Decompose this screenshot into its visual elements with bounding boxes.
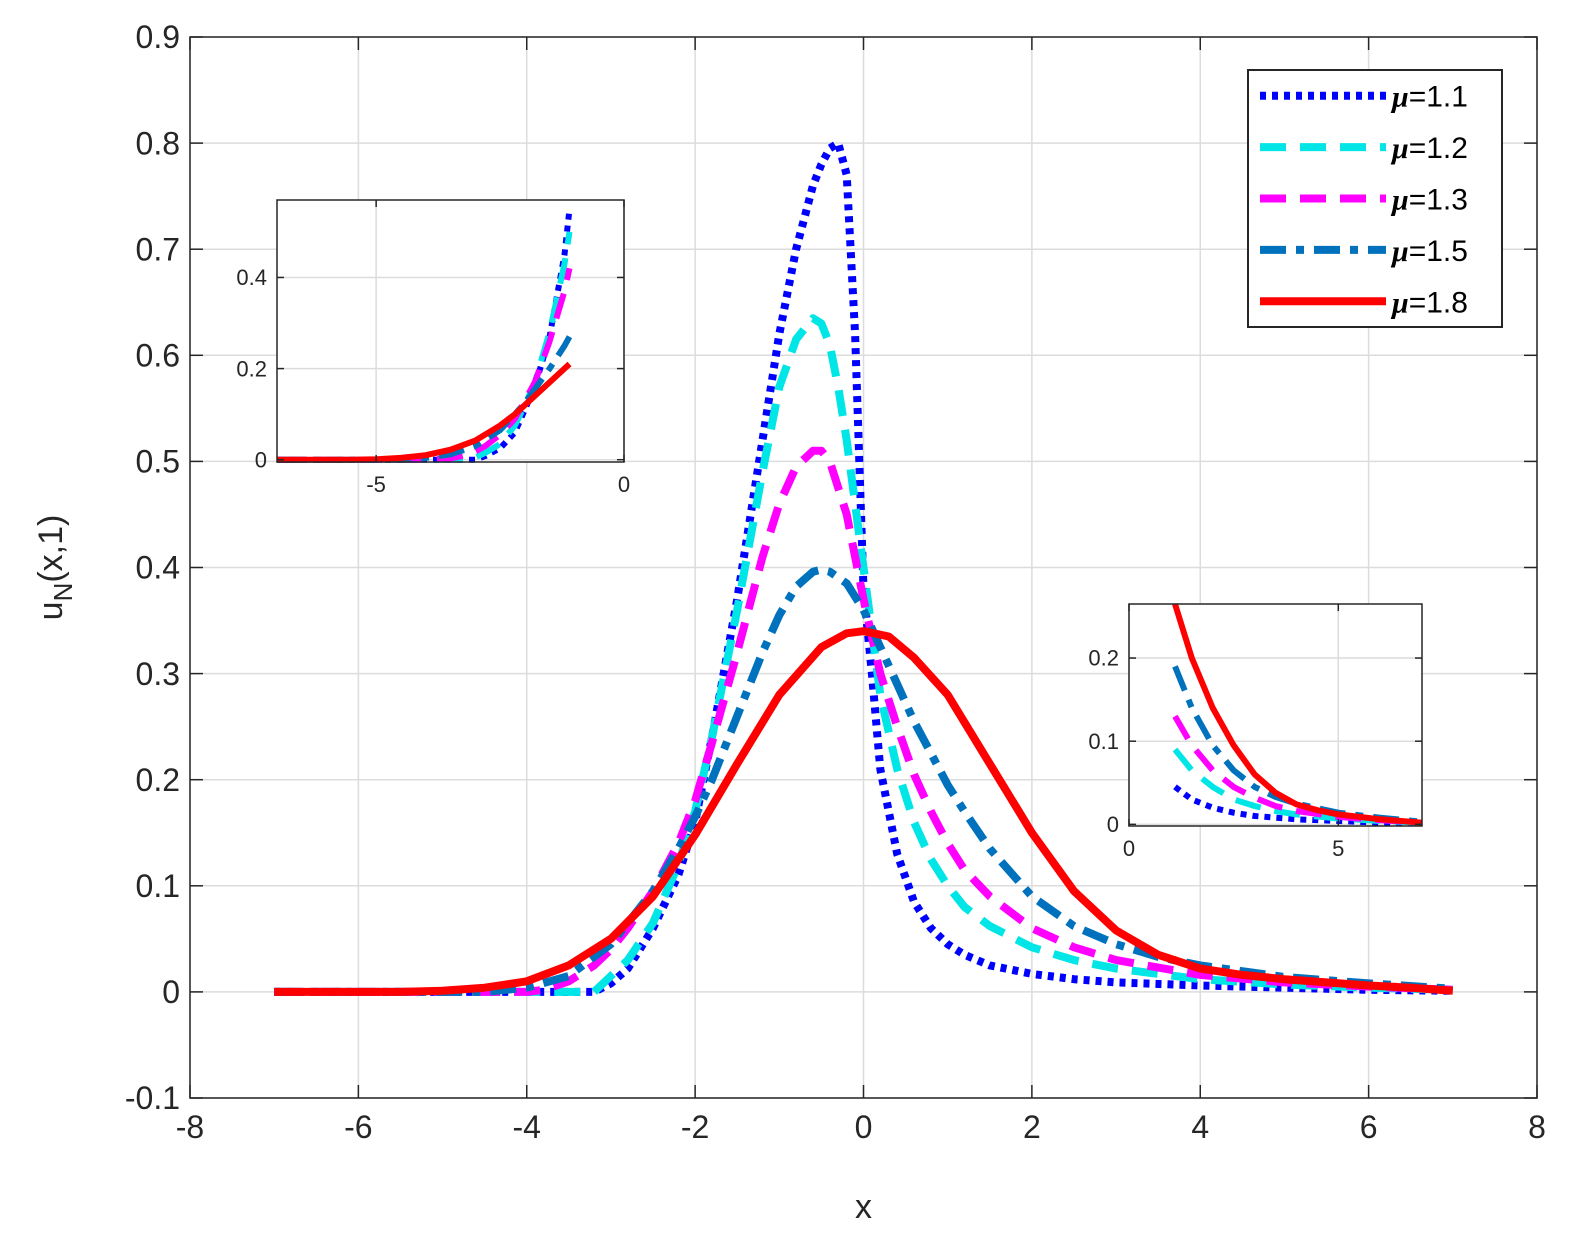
inset-left-series bbox=[277, 208, 573, 463]
legend-entry-label: μ=1.8 bbox=[1390, 286, 1468, 319]
legend-entry-label: μ=1.5 bbox=[1390, 235, 1468, 268]
inset-left-y-tick-label: 0.4 bbox=[236, 265, 267, 290]
legend-entry-label: μ=1.3 bbox=[1390, 184, 1468, 217]
legend: μ=1.1μ=1.2μ=1.3μ=1.5μ=1.8 bbox=[1247, 69, 1503, 328]
y-axis-label-args: (x,1) bbox=[32, 515, 70, 583]
main-x-tick-label: 6 bbox=[1360, 1109, 1378, 1145]
inset-right-x-tick-label: 5 bbox=[1332, 836, 1344, 861]
y-axis-label-sub: N bbox=[48, 583, 78, 602]
legend-box bbox=[1247, 69, 1503, 328]
main-y-tick-label: 0.8 bbox=[136, 125, 180, 161]
legend-mu-value: =1.3 bbox=[1409, 184, 1468, 217]
legend-mu-symbol: μ bbox=[1390, 81, 1409, 114]
inset-left-x-tick-label: 0 bbox=[618, 472, 630, 497]
inset-left-y-tick-label: 0.2 bbox=[236, 356, 267, 381]
inset-left-frame bbox=[276, 199, 625, 463]
main-x-tick-label: -2 bbox=[681, 1109, 709, 1145]
main-ticks bbox=[189, 36, 1538, 1099]
inset-left-plot-area bbox=[277, 200, 624, 462]
legend-entry-label: μ=1.1 bbox=[1390, 81, 1468, 114]
y-axis-label: uN(x,1) bbox=[32, 515, 78, 621]
inset-left: -5 0 0 0.2 0.4 bbox=[236, 199, 630, 497]
inset-right-series-line bbox=[1173, 784, 1423, 827]
x-axis-label: x bbox=[855, 1188, 872, 1226]
main-y-tick-label: 0 bbox=[162, 974, 180, 1010]
inset-right-y-tick-label: 0 bbox=[1107, 812, 1119, 837]
inset-left-tick-labels: -5 0 0 0.2 0.4 bbox=[236, 265, 630, 497]
inset-right-frame bbox=[1128, 603, 1423, 827]
legend-entry-label: μ=1.2 bbox=[1390, 132, 1468, 165]
main-series-line bbox=[274, 314, 1453, 996]
main-y-tick-label: 0.5 bbox=[136, 444, 180, 480]
main-series bbox=[274, 139, 1454, 996]
legend-mu-value: =1.2 bbox=[1409, 132, 1468, 165]
inset-left-x-tick-label: -5 bbox=[366, 472, 386, 497]
main-x-tick-label: -4 bbox=[513, 1109, 541, 1145]
main-y-tick-label: 0.3 bbox=[136, 656, 180, 692]
inset-left-series-line bbox=[277, 231, 573, 463]
inset-right-x-tick-label: 0 bbox=[1123, 836, 1135, 861]
main-series-line bbox=[274, 627, 1454, 996]
main-x-tick-label: -6 bbox=[344, 1109, 372, 1145]
inset-left-ticks bbox=[277, 200, 625, 462]
main-x-tick-label: -8 bbox=[176, 1109, 204, 1145]
legend-mu-symbol: μ bbox=[1390, 184, 1409, 217]
main-series-line bbox=[274, 565, 1454, 996]
main-x-tick-label: 4 bbox=[1191, 1109, 1209, 1145]
inset-right-y-tick-label: 0.1 bbox=[1088, 729, 1119, 754]
inset-left-y-tick-label: 0 bbox=[255, 447, 267, 472]
main-x-tick-label: 2 bbox=[1023, 1109, 1041, 1145]
main-series-line bbox=[274, 139, 1453, 996]
main-tick-labels: -8 -6 -4 -2 0 2 4 6 8 -0.1 0 0.1 0.2 0.3 0.4 0.5 0.6 0.7 0… bbox=[125, 19, 1546, 1145]
inset-right-y-tick-label: 0.2 bbox=[1088, 646, 1119, 671]
inset-right-ticks bbox=[1128, 604, 1422, 826]
legend-mu-value: =1.1 bbox=[1409, 81, 1468, 114]
legend-mu-symbol: μ bbox=[1390, 286, 1409, 319]
main-y-tick-label: -0.1 bbox=[125, 1080, 180, 1116]
main-x-tick-label: 0 bbox=[855, 1109, 873, 1145]
inset-right-series-line bbox=[1172, 603, 1423, 826]
legend-items: μ=1.1μ=1.2μ=1.3μ=1.5μ=1.8 bbox=[1260, 81, 1468, 319]
main-y-tick-label: 0.4 bbox=[136, 550, 180, 586]
inset-right: 0 5 0 0.1 0.2 bbox=[1088, 603, 1423, 861]
main-y-tick-label: 0.6 bbox=[136, 338, 180, 374]
main-y-tick-label: 0.1 bbox=[136, 868, 180, 904]
legend-mu-symbol: μ bbox=[1390, 235, 1409, 268]
main-series-line bbox=[274, 446, 1453, 996]
y-axis-label-main: u bbox=[32, 601, 70, 620]
legend-mu-value: =1.5 bbox=[1409, 235, 1468, 268]
main-y-tick-label: 0.2 bbox=[136, 762, 180, 798]
inset-right-series bbox=[1172, 603, 1423, 827]
legend-mu-symbol: μ bbox=[1390, 132, 1409, 165]
main-y-tick-label: 0.9 bbox=[136, 19, 180, 55]
main-x-tick-label: 8 bbox=[1528, 1109, 1546, 1145]
legend-mu-value: =1.8 bbox=[1409, 286, 1468, 319]
inset-right-tick-labels: 0 5 0 0.1 0.2 bbox=[1088, 646, 1344, 861]
inset-left-series-line bbox=[277, 361, 572, 463]
main-grid bbox=[189, 36, 1538, 1099]
main-y-tick-label: 0.7 bbox=[136, 231, 180, 267]
inset-left-series-line bbox=[277, 267, 573, 463]
